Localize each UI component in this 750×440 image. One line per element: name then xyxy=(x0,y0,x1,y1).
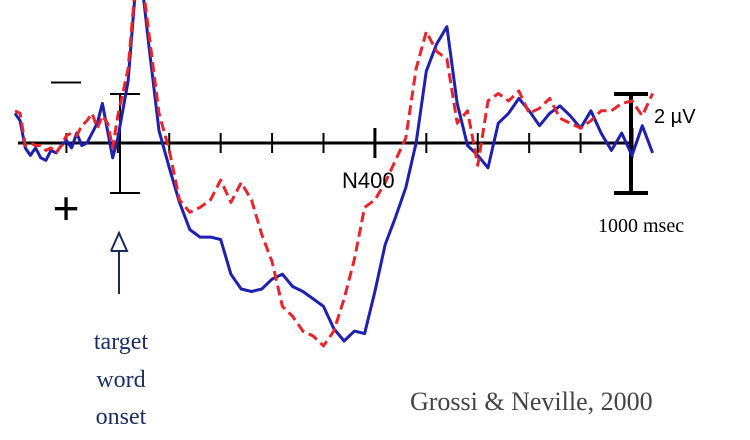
onset-label-line: word xyxy=(96,367,145,393)
waveform-dashed-red xyxy=(14,0,654,348)
onset-arrow-icon xyxy=(110,230,129,294)
onset-label-line: onset xyxy=(96,404,147,430)
waveform-solid-blue xyxy=(13,0,655,343)
scale-amplitude-label: 2 µV xyxy=(654,106,696,128)
scale-time-label: 1000 msec xyxy=(598,215,684,237)
positive-polarity-marker: + xyxy=(53,182,80,234)
scale-bar xyxy=(614,92,648,195)
citation: Grossi & Neville, 2000 xyxy=(410,387,653,416)
negative-polarity-marker: — xyxy=(51,64,81,97)
n400-label: N400 xyxy=(342,168,395,193)
onset-label-line: target xyxy=(94,329,149,355)
